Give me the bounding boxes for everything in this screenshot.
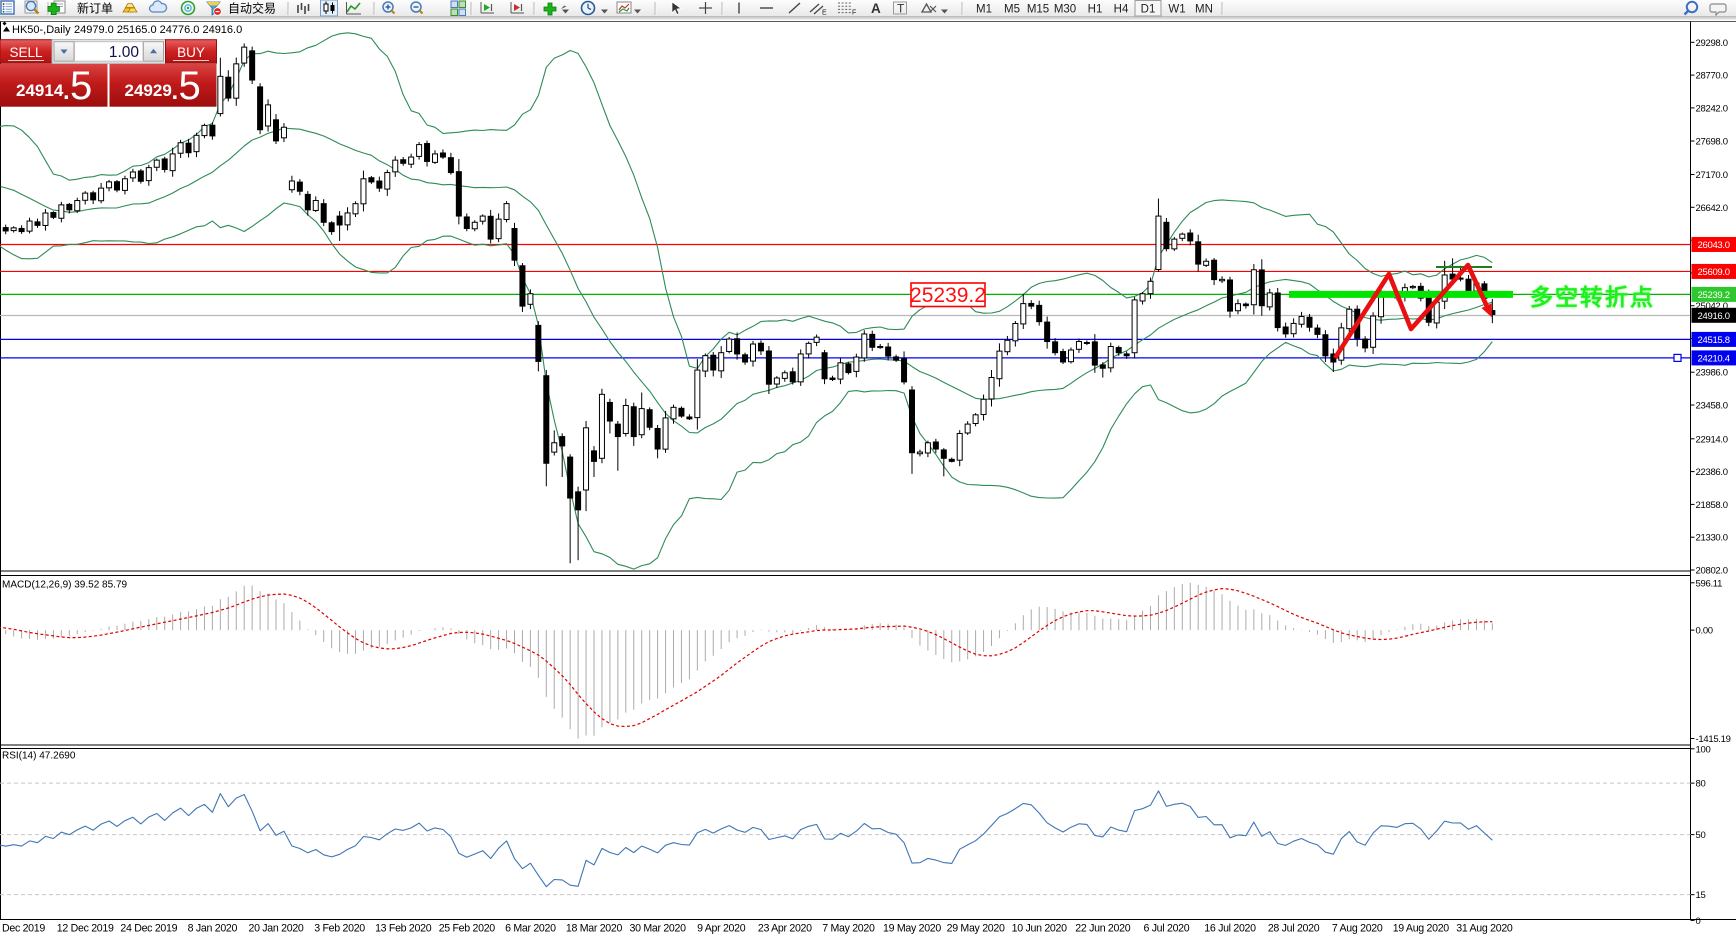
svg-text:0.00: 0.00 bbox=[1696, 626, 1713, 637]
svg-text:25 Feb 2020: 25 Feb 2020 bbox=[439, 923, 496, 935]
svg-text:27698.0: 27698.0 bbox=[1696, 137, 1728, 148]
svg-text:24210.4: 24210.4 bbox=[1698, 353, 1730, 364]
svg-text:18 Mar 2020: 18 Mar 2020 bbox=[566, 923, 623, 935]
svg-text:6 Jul 2020: 6 Jul 2020 bbox=[1143, 923, 1189, 935]
svg-text:12 Dec 2019: 12 Dec 2019 bbox=[57, 923, 114, 935]
svg-text:22914.0: 22914.0 bbox=[1696, 434, 1728, 445]
svg-text:27170.0: 27170.0 bbox=[1696, 170, 1728, 181]
svg-text:23458.0: 23458.0 bbox=[1696, 401, 1728, 412]
svg-text:24979.0 25165.0 24776.0 24916.: 24979.0 25165.0 24776.0 24916.0 bbox=[74, 24, 242, 36]
svg-text:100: 100 bbox=[1696, 744, 1711, 755]
svg-text:.: . bbox=[172, 78, 179, 105]
svg-text:HK50-,Daily: HK50-,Daily bbox=[12, 24, 71, 36]
svg-text:22386.0: 22386.0 bbox=[1696, 467, 1728, 478]
svg-text:7 May 2020: 7 May 2020 bbox=[822, 923, 875, 935]
svg-text:H4: H4 bbox=[1114, 4, 1129, 16]
svg-text:E: E bbox=[822, 10, 827, 17]
svg-text:3 Feb 2020: 3 Feb 2020 bbox=[314, 923, 365, 935]
svg-text:M15: M15 bbox=[1027, 4, 1049, 16]
svg-text:25042.0: 25042.0 bbox=[1696, 301, 1728, 312]
svg-text:6 Mar 2020: 6 Mar 2020 bbox=[505, 923, 556, 935]
svg-text:50: 50 bbox=[1696, 830, 1706, 841]
svg-text:596.11: 596.11 bbox=[1696, 578, 1723, 589]
svg-text:F: F bbox=[852, 10, 856, 17]
svg-text:-1415.19: -1415.19 bbox=[1696, 734, 1731, 745]
svg-text:25239.2: 25239.2 bbox=[1698, 290, 1730, 301]
svg-text:24 Dec 2019: 24 Dec 2019 bbox=[120, 923, 177, 935]
svg-text:D1: D1 bbox=[1141, 4, 1156, 16]
svg-text:5: 5 bbox=[70, 64, 92, 108]
svg-text:15: 15 bbox=[1696, 890, 1706, 901]
svg-text:20802.0: 20802.0 bbox=[1696, 566, 1728, 577]
svg-text:A: A bbox=[871, 1, 881, 16]
svg-text:13 Feb 2020: 13 Feb 2020 bbox=[375, 923, 432, 935]
svg-text:H1: H1 bbox=[1088, 4, 1103, 16]
svg-text:MACD(12,26,9) 39.52 85.79: MACD(12,26,9) 39.52 85.79 bbox=[2, 580, 128, 591]
svg-text:23986.0: 23986.0 bbox=[1696, 368, 1728, 379]
svg-text:24929: 24929 bbox=[125, 81, 172, 100]
svg-text:1.00: 1.00 bbox=[109, 44, 140, 61]
svg-text:新订单: 新订单 bbox=[77, 1, 113, 16]
svg-text:BUY: BUY bbox=[177, 45, 205, 60]
svg-text:M30: M30 bbox=[1054, 4, 1076, 16]
svg-text:7 Aug 2020: 7 Aug 2020 bbox=[1332, 923, 1383, 935]
svg-text:SELL: SELL bbox=[9, 45, 43, 60]
svg-text:8 Jan 2020: 8 Jan 2020 bbox=[188, 923, 238, 935]
svg-text:20 Jan 2020: 20 Jan 2020 bbox=[248, 923, 303, 935]
svg-text:9 Apr 2020: 9 Apr 2020 bbox=[697, 923, 746, 935]
svg-text:T: T bbox=[897, 2, 905, 16]
svg-text:24515.8: 24515.8 bbox=[1698, 335, 1730, 346]
svg-text:W1: W1 bbox=[1168, 4, 1185, 16]
svg-text:.: . bbox=[63, 78, 70, 105]
svg-text:24916.0: 24916.0 bbox=[1698, 311, 1730, 322]
svg-text:10 Jun 2020: 10 Jun 2020 bbox=[1012, 923, 1067, 935]
svg-text:28 Jul 2020: 28 Jul 2020 bbox=[1268, 923, 1320, 935]
svg-text:自动交易: 自动交易 bbox=[228, 1, 276, 16]
svg-text:80: 80 bbox=[1696, 779, 1706, 790]
svg-text:19 Aug 2020: 19 Aug 2020 bbox=[1393, 923, 1450, 935]
svg-text:19 May 2020: 19 May 2020 bbox=[883, 923, 941, 935]
svg-text:26642.0: 26642.0 bbox=[1696, 203, 1728, 214]
svg-text:Dec 2019: Dec 2019 bbox=[2, 923, 45, 935]
svg-text:28242.0: 28242.0 bbox=[1696, 103, 1728, 114]
svg-text:M1: M1 bbox=[976, 4, 992, 16]
svg-text:22 Jun 2020: 22 Jun 2020 bbox=[1075, 923, 1130, 935]
svg-text:23 Apr 2020: 23 Apr 2020 bbox=[758, 923, 812, 935]
svg-text:31 Aug 2020: 31 Aug 2020 bbox=[1456, 923, 1513, 935]
svg-text:21858.0: 21858.0 bbox=[1696, 500, 1728, 511]
svg-text:29 May 2020: 29 May 2020 bbox=[947, 923, 1005, 935]
svg-text:5: 5 bbox=[179, 64, 201, 108]
svg-text:16 Jul 2020: 16 Jul 2020 bbox=[1204, 923, 1256, 935]
svg-text:30 Mar 2020: 30 Mar 2020 bbox=[630, 923, 687, 935]
svg-text:RSI(14) 47.2690: RSI(14) 47.2690 bbox=[2, 751, 76, 762]
svg-text:29298.0: 29298.0 bbox=[1696, 38, 1728, 49]
svg-text:多空转折点: 多空转折点 bbox=[1530, 284, 1655, 310]
svg-text:MN: MN bbox=[1195, 4, 1213, 16]
svg-text:28770.0: 28770.0 bbox=[1696, 71, 1728, 82]
svg-text:25239.2: 25239.2 bbox=[910, 284, 986, 307]
svg-text:24914: 24914 bbox=[16, 81, 64, 100]
svg-text:M5: M5 bbox=[1004, 4, 1020, 16]
svg-text:25609.0: 25609.0 bbox=[1698, 267, 1730, 278]
svg-text:26043.0: 26043.0 bbox=[1698, 240, 1730, 251]
svg-text:21330.0: 21330.0 bbox=[1696, 533, 1728, 544]
svg-text:0: 0 bbox=[1696, 916, 1701, 927]
